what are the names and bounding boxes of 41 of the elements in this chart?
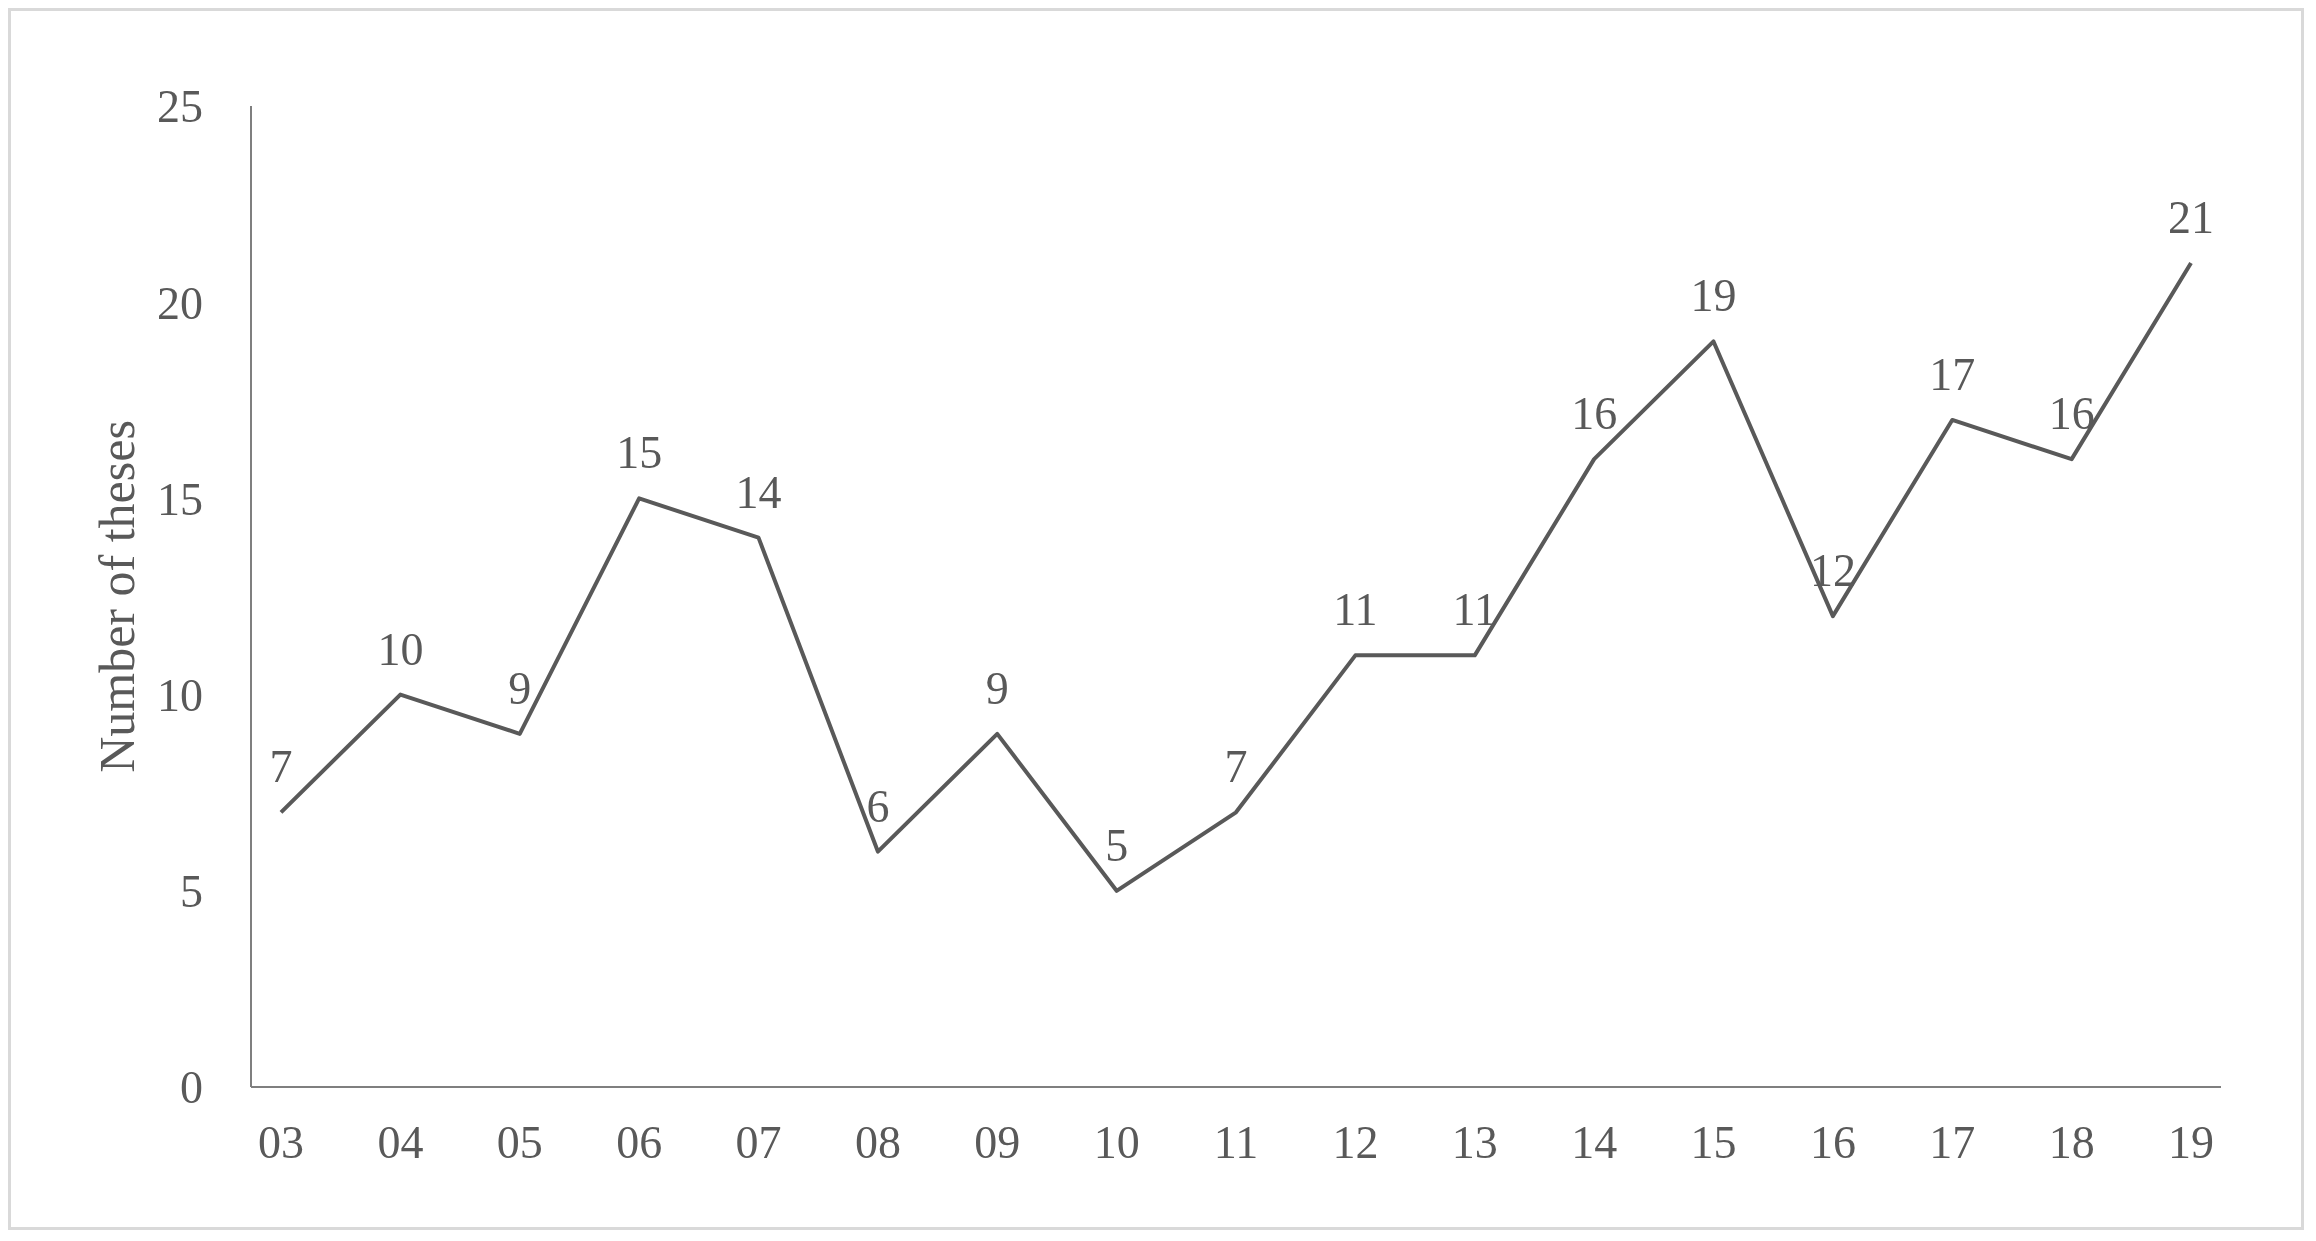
data-label: 7 <box>1224 741 1248 793</box>
data-label: 11 <box>1333 584 1378 636</box>
data-label: 9 <box>508 662 532 714</box>
data-label: 17 <box>1929 348 1976 400</box>
data-label: 7 <box>269 741 293 793</box>
x-tick-label: 04 <box>377 1116 424 1168</box>
data-label: 5 <box>1105 819 1129 871</box>
x-tick-label: 12 <box>1332 1116 1379 1168</box>
x-tick-label: 13 <box>1451 1116 1498 1168</box>
data-label: 16 <box>2048 388 2095 440</box>
x-tick-label: 05 <box>496 1116 543 1168</box>
x-tick-label: 18 <box>2048 1116 2095 1168</box>
data-label: 6 <box>866 780 890 832</box>
x-tick-label: 08 <box>854 1116 901 1168</box>
x-tick-label: 11 <box>1213 1116 1259 1168</box>
x-tick-label: 10 <box>1093 1116 1140 1168</box>
x-tick-label: 07 <box>735 1116 782 1168</box>
data-label: 10 <box>377 623 424 675</box>
x-tick-label: 17 <box>1929 1116 1976 1168</box>
y-tick-label: 10 <box>157 669 203 721</box>
y-axis-title: Number of theses <box>88 420 145 773</box>
x-tick-label: 06 <box>616 1116 663 1168</box>
data-label: 11 <box>1452 584 1497 636</box>
x-tick-label: 19 <box>2168 1116 2214 1168</box>
x-tick-label: 14 <box>1571 1116 1618 1168</box>
data-label: 21 <box>2168 191 2214 243</box>
x-tick-label: 03 <box>258 1116 304 1168</box>
data-label: 15 <box>616 427 663 479</box>
y-tick-label: 20 <box>157 277 203 329</box>
data-label: 9 <box>985 662 1009 714</box>
data-label: 19 <box>1690 270 1737 322</box>
data-label: 16 <box>1571 388 1618 440</box>
y-tick-label: 0 <box>180 1062 203 1114</box>
y-tick-label: 5 <box>180 866 203 918</box>
x-tick-label: 15 <box>1690 1116 1737 1168</box>
data-label: 14 <box>735 466 782 518</box>
data-label: 12 <box>1809 545 1856 597</box>
y-tick-label: 25 <box>157 81 203 133</box>
y-tick-label: 15 <box>157 473 203 525</box>
x-tick-label: 09 <box>974 1116 1021 1168</box>
x-tick-label: 16 <box>1809 1116 1856 1168</box>
